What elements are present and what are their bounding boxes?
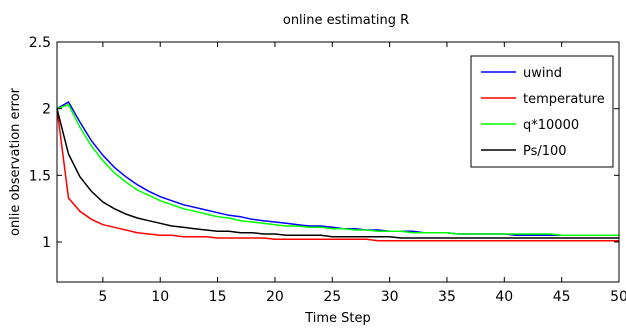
x-axis-title: Time Step [304,311,371,326]
series-line-2 [56,103,619,237]
legend-label-0: uwind [523,66,562,81]
x-tick-label: 5 [98,289,107,305]
y-tick-label: 2 [42,102,51,118]
x-tick-label: 45 [553,289,571,305]
y-tick-label: 1 [42,235,51,251]
x-tick-label: 50 [610,289,626,305]
y-tick-label: 2.5 [29,35,51,51]
y-axis: 1 1.5 2 2.5 [29,35,619,251]
x-tick-label: 30 [381,289,399,305]
legend: uwind temperature q*10000 Ps/100 [470,55,614,168]
series-line-1 [56,108,619,242]
x-tick-label: 35 [438,289,456,305]
chart-title: online estimating R [283,13,409,28]
x-tick-label: 40 [495,289,513,305]
series-lines [56,100,619,242]
series-line-3 [56,108,619,239]
x-tick-label: 25 [323,289,341,305]
legend-box [470,55,614,168]
y-tick-label: 1.5 [29,168,51,184]
x-tick-label: 15 [209,289,227,305]
x-tick-label: 20 [266,289,284,305]
y-axis-title: onlie observation error [8,87,23,236]
legend-label-2: q*10000 [523,118,579,133]
x-axis: 5 10 15 20 25 30 35 40 45 50 [98,42,626,305]
legend-label-1: temperature [523,92,605,107]
x-tick-label: 10 [151,289,169,305]
plot-frame [56,41,620,283]
legend-label-3: Ps/100 [523,144,567,159]
